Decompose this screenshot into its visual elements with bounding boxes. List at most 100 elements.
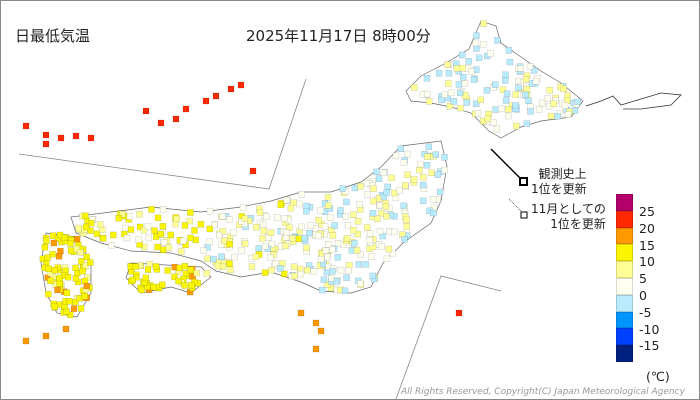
station-marker (456, 89, 464, 97)
station-marker (350, 226, 357, 234)
station-marker (564, 111, 572, 118)
station-marker (430, 209, 437, 217)
station-marker (366, 230, 374, 238)
legend-swatch (616, 328, 633, 346)
station-marker (435, 70, 443, 77)
station-marker (138, 286, 145, 294)
station-marker (350, 211, 357, 219)
station-marker (75, 224, 82, 232)
inset-border-ogasawara (395, 275, 502, 399)
station-marker (571, 107, 579, 114)
station-marker (77, 249, 84, 256)
station-marker (447, 89, 455, 97)
station-marker (547, 112, 555, 120)
station-marker (202, 97, 210, 105)
station-marker (151, 227, 158, 234)
record-all-marker (519, 177, 528, 186)
station-marker (513, 122, 520, 130)
station-marker (83, 282, 90, 290)
station-marker (43, 237, 50, 244)
station-marker (343, 198, 350, 206)
station-marker (142, 274, 149, 282)
station-marker (386, 227, 393, 235)
station-marker (51, 266, 58, 274)
station-marker (41, 244, 49, 251)
station-marker (57, 134, 65, 142)
station-marker (283, 196, 290, 204)
station-marker (67, 311, 74, 319)
station-marker (127, 226, 135, 233)
station-marker (96, 221, 104, 228)
station-marker (378, 243, 386, 250)
station-marker (457, 104, 464, 112)
station-marker (369, 272, 376, 280)
station-marker (252, 224, 260, 231)
station-marker (142, 107, 150, 115)
station-marker (538, 99, 546, 107)
station-marker (154, 243, 161, 251)
station-marker (175, 277, 182, 285)
station-marker (282, 242, 289, 250)
station-marker (50, 239, 58, 247)
record-month-marker (520, 211, 528, 219)
station-marker (343, 235, 351, 242)
station-marker (391, 228, 398, 236)
station-marker (268, 240, 276, 248)
station-marker (468, 68, 475, 75)
station-marker (122, 224, 129, 232)
station-marker (295, 235, 303, 242)
station-marker (502, 71, 509, 78)
station-marker (144, 266, 152, 273)
station-marker (83, 253, 91, 261)
station-marker (499, 86, 507, 94)
station-marker (307, 222, 314, 229)
station-marker (357, 182, 364, 190)
station-marker (179, 237, 187, 245)
station-marker (87, 259, 94, 266)
station-marker (472, 39, 480, 47)
station-marker (404, 171, 411, 179)
station-marker (226, 216, 233, 223)
station-marker (167, 231, 174, 239)
station-marker (55, 253, 63, 260)
station-marker (49, 251, 56, 258)
station-marker (271, 260, 279, 267)
legend-swatch (616, 345, 633, 362)
station-marker (159, 206, 167, 213)
station-marker (289, 235, 297, 242)
station-marker (353, 247, 361, 254)
station-marker (445, 80, 452, 87)
station-marker (444, 61, 451, 68)
note-record-all: 観測史上 1位を更新 (531, 167, 587, 197)
station-marker (303, 244, 310, 252)
station-marker (369, 210, 377, 217)
color-legend (616, 194, 633, 362)
station-marker (211, 221, 218, 229)
station-marker (146, 260, 153, 268)
station-marker (200, 247, 207, 254)
station-marker (383, 255, 391, 263)
station-marker (317, 256, 325, 263)
station-marker (47, 277, 54, 285)
station-marker (87, 134, 95, 142)
note-line: 1位を更新 (531, 182, 587, 196)
station-marker (259, 235, 266, 242)
station-marker (226, 260, 233, 268)
station-marker (480, 20, 487, 27)
station-marker (178, 248, 185, 255)
station-marker (42, 140, 50, 148)
station-marker (298, 223, 305, 231)
station-marker (210, 255, 217, 263)
station-marker (506, 58, 514, 66)
station-marker (384, 183, 391, 191)
legend-tick: 0 (639, 288, 647, 303)
station-marker (304, 266, 311, 274)
station-marker (126, 213, 133, 220)
station-marker (487, 50, 494, 57)
station-marker (230, 229, 237, 236)
station-marker (344, 221, 352, 229)
station-marker (226, 240, 234, 248)
station-marker (403, 223, 410, 230)
station-marker (441, 154, 448, 161)
